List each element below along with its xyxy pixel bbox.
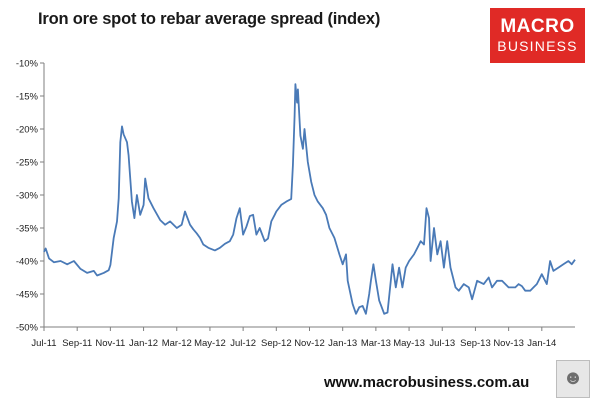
macrobusiness-logo[interactable]: MACRO BUSINESS bbox=[490, 8, 585, 63]
series-line bbox=[43, 83, 576, 315]
y-tick-label: -30% bbox=[16, 191, 39, 202]
x-tick-label: Jan-14 bbox=[527, 338, 556, 349]
x-tick-label: Sep-11 bbox=[62, 338, 92, 349]
chart-title: Iron ore spot to rebar average spread (i… bbox=[38, 10, 381, 28]
x-tick-label: Nov-12 bbox=[294, 338, 325, 349]
y-tick-label: -45% bbox=[16, 290, 39, 301]
x-tick-label: Jan-12 bbox=[129, 338, 158, 349]
logo-line-2: BUSINESS bbox=[497, 38, 578, 54]
x-tick-label: Sep-12 bbox=[261, 338, 292, 349]
x-tick-label: Jul-13 bbox=[429, 338, 455, 349]
website-url[interactable]: www.macrobusiness.com.au bbox=[324, 374, 530, 391]
y-tick-label: -25% bbox=[16, 158, 39, 169]
y-tick-label: -40% bbox=[16, 257, 39, 268]
plot-area bbox=[43, 83, 576, 315]
x-tick-label: May-12 bbox=[194, 338, 226, 349]
x-tick-label: Nov-13 bbox=[493, 338, 524, 349]
x-tick-label: Jul-12 bbox=[230, 338, 256, 349]
y-axis: -10% -15% -20% -25% -30% -35% -40% -45% -50% bbox=[16, 59, 45, 334]
logo-line-1: MACRO bbox=[500, 16, 575, 37]
y-tick-label: -35% bbox=[16, 224, 39, 235]
x-axis: Jul-11 Sep-11 Nov-11 Jan-12 Mar-12 May-12 Jul-… bbox=[31, 326, 575, 349]
y-tick-label: -15% bbox=[16, 92, 39, 103]
x-tick-label: Mar-12 bbox=[162, 338, 192, 349]
wolf-icon: ☻ bbox=[556, 360, 590, 398]
y-tick-label: -20% bbox=[16, 125, 39, 136]
x-tick-label: Sep-13 bbox=[460, 338, 491, 349]
x-tick-label: Jan-13 bbox=[328, 338, 357, 349]
x-tick-label: Mar-13 bbox=[361, 338, 391, 349]
x-tick-label: May-13 bbox=[393, 338, 425, 349]
y-tick-label: -10% bbox=[16, 59, 39, 70]
x-tick-label: Nov-11 bbox=[95, 338, 125, 349]
y-tick-label: -50% bbox=[16, 323, 39, 334]
x-tick-label: Jul-11 bbox=[31, 338, 56, 349]
